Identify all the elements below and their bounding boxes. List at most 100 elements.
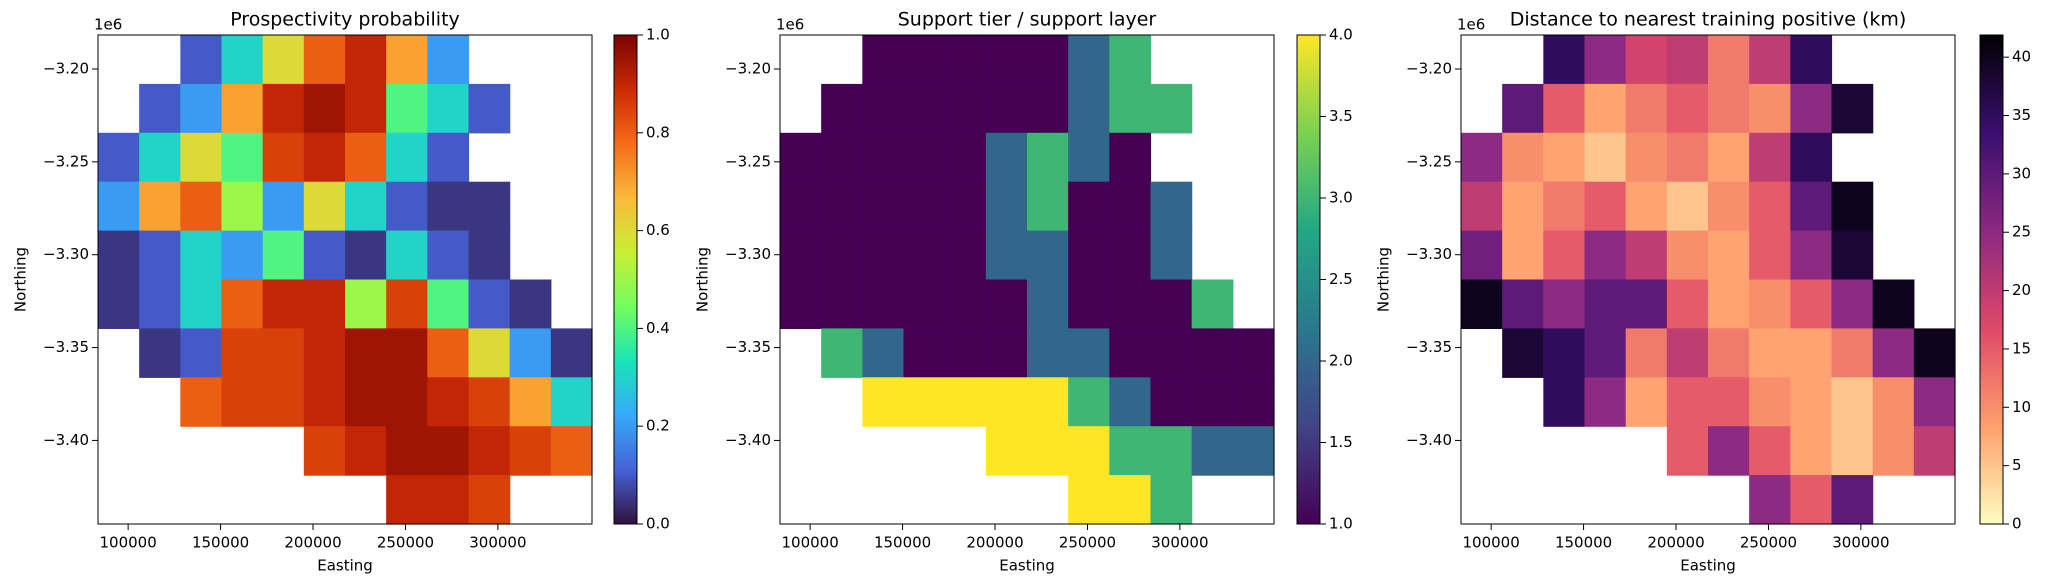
colorbar-tick-label: 0 [2012,515,2022,533]
cell [221,377,264,427]
x-axis-label: Easting [317,557,373,575]
cell [1068,132,1110,183]
x-tick-label: 250000 [1740,534,1797,552]
y-tick-label: −3.40 [43,431,89,449]
cell [427,377,470,427]
y-tick-label: −3.20 [725,59,771,77]
cell [262,230,305,281]
cell [1502,328,1544,378]
y-tick-label: −3.35 [1406,338,1452,356]
cell [1109,83,1152,134]
cell [345,279,387,329]
cell [1790,181,1833,232]
cell [944,328,987,378]
cell [1749,426,1791,476]
cell [1232,377,1275,427]
cell [550,377,593,427]
cell [1913,426,1956,476]
x-tick-label: 150000 [192,534,249,552]
cell [1872,377,1915,427]
y-tick-label: −3.25 [1406,152,1452,170]
cell [1068,83,1110,134]
cell [139,230,181,281]
cell [139,279,181,329]
cell [1790,328,1833,378]
cell [903,230,946,281]
cell [903,132,946,183]
cell [1708,279,1750,329]
cell [985,426,1028,476]
cell [262,35,305,85]
cell [1109,35,1152,85]
cell [1666,377,1709,427]
cell [1461,230,1503,281]
cell [139,83,181,134]
y-tick-label: −3.20 [43,59,89,77]
cell [1831,377,1874,427]
cell [1708,377,1750,427]
cell [1027,181,1069,232]
cell [427,230,470,281]
cell [303,132,346,183]
cell [303,426,346,476]
cell [1666,426,1709,476]
cell [386,426,428,476]
cell [427,426,470,476]
heatmap [1461,35,1956,525]
cell [1749,132,1791,183]
cell [1666,328,1709,378]
cell [1790,35,1833,85]
heatmap [98,35,593,525]
cell [345,181,387,232]
cell [1625,35,1668,85]
cell [1068,230,1110,281]
y-offset-label: 1e6 [776,16,804,34]
cell [944,279,987,329]
x-tick-label: 100000 [782,534,839,552]
colorbar-tick-label: 1.5 [1329,433,1353,451]
cell [509,377,552,427]
cell [903,83,946,134]
cell [821,132,863,183]
cell [903,328,946,378]
cell [780,230,822,281]
cell [903,377,946,427]
cell [903,181,946,232]
cell [468,426,511,476]
chart-title: Support tier / support layer [898,9,1157,31]
cell [1790,475,1833,525]
cell [139,132,181,183]
cell [1913,328,1956,378]
colorbar-tick-label: 40 [2012,48,2031,66]
cell [1625,132,1668,183]
cell [1543,279,1586,329]
cell [1790,279,1833,329]
cell [262,279,305,329]
cell [1749,83,1791,134]
cell [345,426,387,476]
cell [262,377,305,427]
cell [821,181,863,232]
colorbar-tick-label: 35 [2012,106,2031,124]
cell [1150,426,1193,476]
cell [303,230,346,281]
x-tick-label: 100000 [1463,534,1520,552]
cell [862,377,905,427]
cell [303,279,346,329]
cell [1708,83,1750,134]
cell [1790,377,1833,427]
cell [1749,181,1791,232]
colorbar [613,34,638,525]
cell [1068,279,1110,329]
y-tick-label: −3.30 [1406,245,1452,263]
cell [345,132,387,183]
cell [1502,230,1544,281]
cell [1790,426,1833,476]
heatmap [780,35,1275,525]
cell [1150,279,1193,329]
cell [139,328,181,378]
cell [1708,132,1750,183]
cell [427,328,470,378]
cell [1461,132,1503,183]
cell [303,83,346,134]
